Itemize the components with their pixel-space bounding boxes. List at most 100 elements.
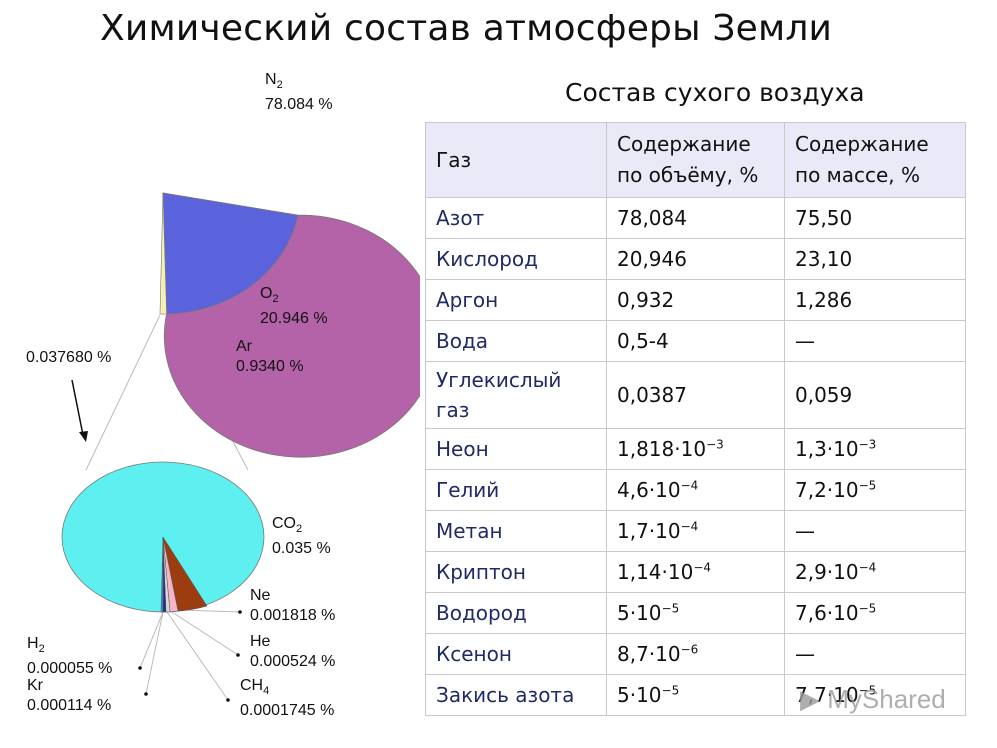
leader-ne: [179, 609, 241, 613]
cell-volume-value: 0,932: [617, 288, 675, 312]
cell-volume: 4,6·10−4: [606, 469, 785, 511]
pie-bottom: [61, 461, 265, 613]
cell-mass-value: 0,059: [795, 383, 853, 407]
cell-gas: Неон: [425, 428, 607, 470]
cell-mass-value: 23,10: [795, 247, 853, 271]
cell-mass-exponent: −5: [858, 478, 877, 493]
table-row: Гелий 4,6·10−4 7,2·10−5: [425, 469, 966, 511]
label-ar: Ar 0.9340 %: [236, 338, 304, 375]
cell-mass: 2,9·10−4: [784, 551, 966, 593]
leader-ch4: [166, 611, 229, 701]
cell-volume: 1,818·10−3: [606, 428, 785, 470]
cell-volume-value: 8,7·10: [617, 642, 681, 666]
leader-h2: [139, 611, 164, 669]
cell-gas: Ксенон: [425, 633, 607, 675]
cell-mass-exponent: −3: [858, 437, 877, 452]
arrow-line: [71, 379, 84, 436]
cell-volume-value: 1,7·10: [617, 519, 681, 543]
cell-gas: Углекислый газ: [425, 361, 607, 429]
cell-volume-value: 5·10: [617, 601, 662, 625]
cell-gas-value: Вода: [436, 329, 489, 353]
table-row: Углекислый газ 0,0387 0,059: [425, 361, 966, 429]
cell-mass-value: 1,3·10: [795, 437, 859, 461]
cell-gas-value: Метан: [436, 519, 503, 543]
cell-volume: 1,7·10−4: [606, 510, 785, 552]
cell-volume-value: 0,0387: [617, 383, 687, 407]
table-row: Криптон 1,14·10−4 2,9·10−4: [425, 551, 966, 593]
cell-volume: 20,946: [606, 238, 785, 280]
cell-volume-value: 0,5-4: [617, 329, 669, 353]
cell-mass: 23,10: [784, 238, 966, 280]
pie-top: [159, 192, 420, 458]
leader-kr: [145, 611, 164, 695]
cell-mass: 1,3·10−3: [784, 428, 966, 470]
cell-gas: Азот: [425, 197, 607, 239]
watermark-icon: ▶: [800, 684, 820, 714]
table-row: Водород 5·10 −5 7,6·10−5: [425, 592, 966, 634]
cell-volume-value: 78,084: [617, 206, 687, 230]
table-row: Неон 1,818·10−3 1,3·10−3: [425, 428, 966, 470]
cell-volume: 0,932: [606, 279, 785, 321]
cell-mass-value: —: [795, 329, 815, 353]
cell-gas: Водород: [425, 592, 607, 634]
cell-volume-value: 5·10: [617, 683, 662, 707]
cell-mass-exponent: −4: [858, 560, 877, 575]
cell-gas: Криптон: [425, 551, 607, 593]
cell-gas: Метан: [425, 510, 607, 552]
pie-charts: [61, 192, 420, 702]
label-kr: Kr 0.000114 %: [27, 677, 112, 714]
cell-gas-value: Гелий: [436, 478, 500, 502]
header-volume: Содержание по объёму, %: [606, 122, 785, 198]
cell-mass-exponent: −5: [858, 601, 877, 616]
cell-gas: Вода: [425, 320, 607, 362]
leader-ch4-dot: [226, 698, 230, 702]
table-row: Вода 0,5-4 —: [425, 320, 966, 362]
cell-volume: 5·10−5: [606, 674, 785, 716]
cell-mass: 1,286: [784, 279, 966, 321]
cell-volume: 0,5-4: [606, 320, 785, 362]
cell-gas-value: Аргон: [436, 288, 499, 312]
cell-mass-value: —: [795, 519, 815, 543]
cell-mass-value: 7,2·10: [795, 478, 859, 502]
cell-gas-value: Закись азота: [436, 683, 575, 707]
table-title: Состав сухого воздуха: [565, 78, 865, 107]
cell-volume-value: 1,818·10: [617, 437, 707, 461]
table-row: Аргон 0,932 1,286: [425, 279, 966, 321]
leader-h2-dot: [138, 666, 142, 670]
label-co2: CO2 0.035 %: [272, 515, 331, 558]
cell-volume-exponent: −4: [680, 478, 699, 493]
cell-volume-exponent: −4: [680, 519, 699, 534]
watermark-logo: ▶ MyShared: [800, 684, 946, 715]
cell-mass: —: [784, 633, 966, 675]
cell-mass: 0,059: [784, 361, 966, 429]
cell-volume-exponent: −6: [680, 642, 699, 657]
cell-mass-value: 75,50: [795, 206, 853, 230]
cell-mass: —: [784, 510, 966, 552]
table-row: Азот 78,084 75,50: [425, 197, 966, 239]
cell-mass-value: 7,7·10: [795, 683, 859, 707]
table-row: Закись азота 5·10−5 7,7·10−5: [425, 674, 966, 716]
slice-o2: [162, 192, 299, 315]
cell-volume-value: 4,6·10: [617, 478, 681, 502]
slice-h2: [160, 536, 164, 613]
cell-mass: 7,6·10−5: [784, 592, 966, 634]
label-trace: 0.037680 %: [26, 349, 112, 366]
cell-volume: 8,7·10−6: [606, 633, 785, 675]
cell-volume-value: 20,946: [617, 247, 687, 271]
cell-gas-value: Углекислый газ: [436, 368, 562, 422]
cell-gas-value: Ксенон: [436, 642, 512, 666]
cell-gas-value: Неон: [436, 437, 489, 461]
table-header-row: Газ Содержание по объёму, % Содержание п…: [425, 122, 966, 198]
label-o2: O2 20.946 %: [260, 285, 328, 328]
table-row: Метан 1,7·10−4 —: [425, 510, 966, 552]
label-ch4: CH4 0.0001745 %: [240, 677, 335, 720]
cell-volume: 0,0387: [606, 361, 785, 429]
label-n2: N2 78.084 %: [265, 71, 333, 114]
slice-ar: [159, 192, 167, 315]
cell-mass: 75,50: [784, 197, 966, 239]
leader-ne-dot: [238, 610, 242, 614]
cell-volume: 78,084: [606, 197, 785, 239]
watermark-text: MyShared: [827, 684, 946, 714]
cell-mass-value: 7,6·10: [795, 601, 859, 625]
cell-gas-value: Кислород: [436, 247, 538, 271]
